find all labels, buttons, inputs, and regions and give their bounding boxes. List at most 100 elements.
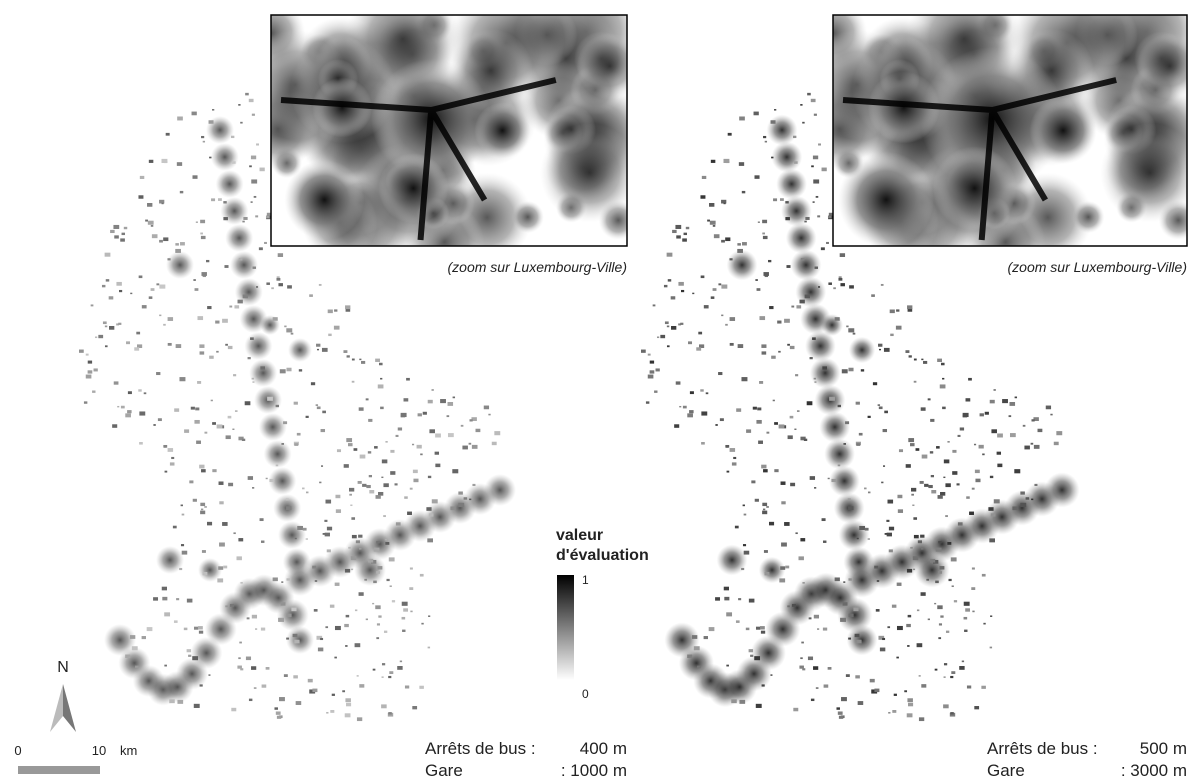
settlement xyxy=(648,375,654,379)
settlement xyxy=(771,157,773,159)
settlement xyxy=(403,608,408,611)
settlement xyxy=(814,114,817,116)
settlement xyxy=(855,634,860,637)
settlement xyxy=(765,572,770,575)
settlement xyxy=(117,406,119,407)
settlement xyxy=(276,711,281,714)
settlement xyxy=(476,429,481,432)
settlement xyxy=(709,627,715,631)
settlement xyxy=(402,630,405,632)
settlement xyxy=(773,198,777,201)
settlement xyxy=(262,684,267,687)
settlement xyxy=(723,159,729,163)
settlement xyxy=(124,227,127,229)
settlement xyxy=(898,509,903,513)
settlement xyxy=(240,122,242,124)
settlement xyxy=(793,136,796,138)
settlement xyxy=(349,488,354,492)
settlement xyxy=(342,690,345,692)
settlement xyxy=(159,284,165,288)
settlement xyxy=(801,258,805,261)
settlement xyxy=(405,685,409,688)
settlement xyxy=(139,442,143,445)
settlement xyxy=(840,253,845,257)
settlement xyxy=(997,464,1002,468)
settlement xyxy=(349,494,352,496)
settlement xyxy=(173,526,177,529)
settlement xyxy=(420,453,422,455)
settlement xyxy=(354,448,358,451)
settlement xyxy=(366,485,370,488)
settlement xyxy=(418,413,422,416)
settlement xyxy=(397,666,402,670)
settlement xyxy=(773,400,775,402)
settlement xyxy=(346,703,351,707)
settlement xyxy=(472,484,475,486)
settlement xyxy=(733,457,736,459)
settlement xyxy=(910,443,915,446)
settlement xyxy=(811,699,814,701)
settlement xyxy=(917,609,919,611)
settlement xyxy=(348,547,351,549)
settlement xyxy=(1010,433,1016,437)
settlement xyxy=(786,265,790,268)
settlement xyxy=(990,647,992,649)
settlement xyxy=(159,240,163,243)
settlement xyxy=(345,645,347,647)
settlement xyxy=(808,657,813,661)
settlement xyxy=(252,378,254,380)
settlement xyxy=(245,401,251,405)
settlement xyxy=(296,701,302,705)
settlement xyxy=(794,429,796,430)
settlement xyxy=(813,201,815,202)
settlement xyxy=(824,684,829,687)
settlement xyxy=(440,399,446,403)
settlement xyxy=(187,599,193,603)
settlement xyxy=(821,247,825,250)
settlement xyxy=(871,294,875,297)
settlement xyxy=(86,375,92,379)
settlement xyxy=(754,175,759,179)
settlement xyxy=(981,686,986,689)
settlement xyxy=(997,433,1003,437)
settlement xyxy=(777,321,781,324)
settlement xyxy=(98,335,103,338)
settlement xyxy=(264,242,267,244)
settlement xyxy=(311,382,315,385)
settlement xyxy=(785,566,789,569)
settlement xyxy=(200,220,205,223)
settlement xyxy=(921,407,926,410)
settlement xyxy=(492,442,497,445)
settlement xyxy=(435,464,440,468)
settlement xyxy=(726,665,729,667)
bus-label: Arrêts de bus : xyxy=(425,739,536,758)
settlement xyxy=(426,507,431,511)
zoom-blob xyxy=(577,33,643,99)
settlement xyxy=(385,441,387,443)
settlement xyxy=(735,526,739,529)
accessibility-blob xyxy=(914,552,949,587)
settlement xyxy=(1020,491,1025,494)
settlement xyxy=(283,421,287,424)
settlement xyxy=(771,356,776,359)
settlement xyxy=(746,429,751,432)
settlement xyxy=(688,341,692,344)
settlement xyxy=(897,495,902,498)
settlement xyxy=(114,235,119,238)
settlement xyxy=(450,506,455,510)
settlement xyxy=(432,499,438,503)
settlement xyxy=(145,220,148,222)
settlement xyxy=(140,176,144,179)
settlement xyxy=(179,377,185,381)
settlement xyxy=(911,494,914,496)
settlement xyxy=(839,716,843,719)
settlement xyxy=(222,522,228,526)
settlement xyxy=(175,249,181,253)
settlement xyxy=(985,412,989,415)
settlement xyxy=(675,225,681,229)
settlement xyxy=(1002,399,1008,403)
settlement xyxy=(238,300,243,304)
settlement xyxy=(758,221,760,222)
settlement xyxy=(682,238,687,241)
settlement xyxy=(896,657,899,659)
